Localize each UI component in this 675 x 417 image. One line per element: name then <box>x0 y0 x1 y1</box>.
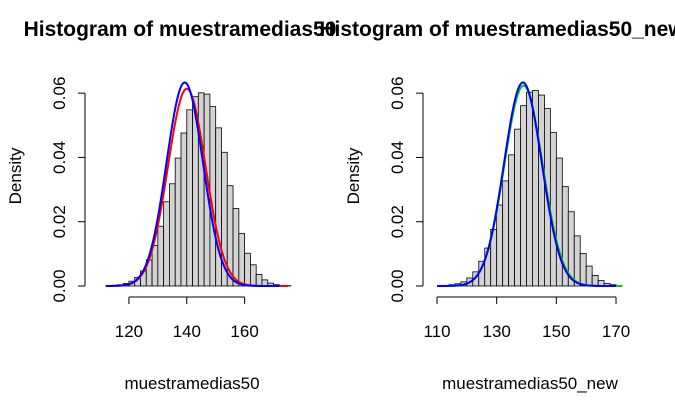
histogram-bar <box>508 154 515 287</box>
histogram-bar <box>238 233 246 287</box>
x-tick-label: 120 <box>115 322 143 341</box>
panel-1-ylabel: Density <box>6 147 25 204</box>
panel-1-title: Histogram of muestramedias50 <box>24 18 337 41</box>
histogram-bar <box>157 225 165 287</box>
histogram-bar <box>514 128 521 287</box>
histogram-bar <box>197 92 205 287</box>
histogram-bar <box>249 264 257 287</box>
panel-1-axes: 120 140 160 0.00 0.02 0.04 0.06 <box>50 77 259 341</box>
histogram-bar <box>169 183 176 287</box>
x-tick-label: 110 <box>423 322 450 341</box>
panel-1-xlabel: muestramedias50 <box>124 374 259 393</box>
y-tick-label: 0.04 <box>388 141 407 174</box>
panel-1: Histogram of muestramedias50 Density mue… <box>6 18 336 393</box>
density-curve <box>105 81 280 287</box>
panel-2-bars <box>442 90 623 287</box>
y-tick-label: 0.02 <box>388 205 407 238</box>
histogram-bar <box>180 132 188 287</box>
histogram-bar <box>502 180 510 287</box>
histogram-bar <box>174 157 182 287</box>
histogram-bar <box>255 274 263 287</box>
histogram-bar <box>526 91 533 287</box>
panel-1-curves <box>105 81 288 287</box>
x-tick-label: 160 <box>230 322 258 341</box>
x-tick-label: 150 <box>542 322 570 341</box>
y-tick-label: 0.04 <box>50 141 69 174</box>
density-curve <box>437 81 617 287</box>
panel-2-xlabel: muestramedias50_new <box>442 374 618 393</box>
histogram-bar <box>549 131 557 287</box>
x-tick-label: 170 <box>602 322 630 341</box>
x-tick-label: 130 <box>482 322 510 341</box>
y-tick-label: 0.00 <box>50 269 69 302</box>
y-tick-label: 0.00 <box>388 269 407 302</box>
x-tick-label: 140 <box>173 322 201 341</box>
histogram-bar <box>186 109 193 287</box>
histogram-bar <box>579 253 587 287</box>
y-tick-label: 0.02 <box>50 205 69 238</box>
panel-2: Histogram of muestramedias50_new Density… <box>319 18 675 393</box>
histogram-bar <box>496 204 504 287</box>
histogram-bar <box>585 265 593 287</box>
histogram-bar <box>151 245 159 287</box>
y-tick-label: 0.06 <box>50 77 69 110</box>
panel-2-axes: 110 130 150 170 0.00 0.02 0.04 0.06 <box>388 77 630 341</box>
histogram-bar <box>591 274 599 287</box>
panel-2-ylabel: Density <box>344 147 363 204</box>
histogram-bar <box>573 235 581 287</box>
histogram-bar <box>520 105 527 287</box>
panel-2-title: Histogram of muestramedias50_new <box>319 18 675 41</box>
histogram-bar <box>215 127 222 287</box>
y-tick-label: 0.06 <box>388 77 407 110</box>
panel-1-bars <box>111 92 292 287</box>
histogram-bar <box>244 252 251 287</box>
panel-2-curves <box>437 81 622 287</box>
histogram-bar <box>232 208 240 287</box>
histogram-bar <box>163 201 170 287</box>
histogram-bar <box>555 157 563 287</box>
histogram-bar <box>538 94 545 287</box>
